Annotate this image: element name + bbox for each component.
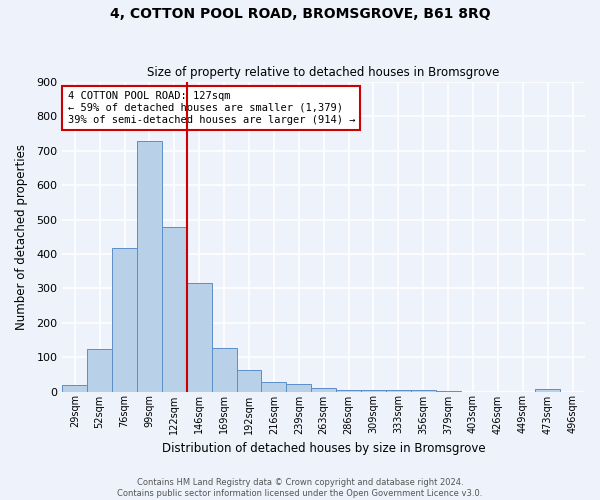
Bar — [112, 248, 137, 392]
Text: Contains HM Land Registry data © Crown copyright and database right 2024.
Contai: Contains HM Land Registry data © Crown c… — [118, 478, 482, 498]
Text: 4 COTTON POOL ROAD: 127sqm
← 59% of detached houses are smaller (1,379)
39% of s: 4 COTTON POOL ROAD: 127sqm ← 59% of deta… — [68, 92, 355, 124]
Bar — [386, 390, 411, 392]
Bar — [212, 348, 236, 392]
Bar — [336, 390, 361, 392]
Bar — [535, 389, 560, 392]
X-axis label: Distribution of detached houses by size in Bromsgrove: Distribution of detached houses by size … — [162, 442, 485, 455]
Bar — [87, 348, 112, 392]
Title: Size of property relative to detached houses in Bromsgrove: Size of property relative to detached ho… — [148, 66, 500, 80]
Y-axis label: Number of detached properties: Number of detached properties — [15, 144, 28, 330]
Bar — [62, 386, 87, 392]
Bar — [262, 382, 286, 392]
Bar — [361, 390, 386, 392]
Bar — [411, 390, 436, 392]
Bar — [187, 283, 212, 392]
Text: 4, COTTON POOL ROAD, BROMSGROVE, B61 8RQ: 4, COTTON POOL ROAD, BROMSGROVE, B61 8RQ — [110, 8, 490, 22]
Bar — [236, 370, 262, 392]
Bar — [162, 227, 187, 392]
Bar — [137, 140, 162, 392]
Bar — [286, 384, 311, 392]
Bar — [311, 388, 336, 392]
